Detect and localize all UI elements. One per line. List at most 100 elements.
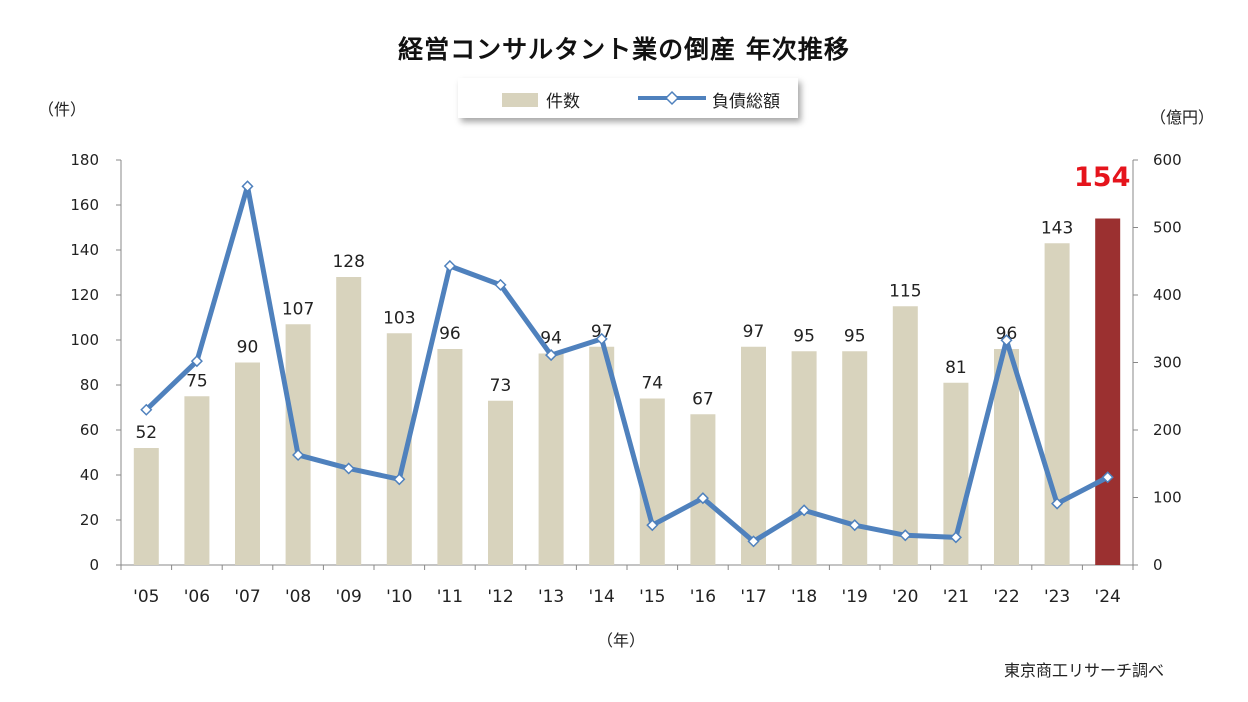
bar: [589, 346, 615, 565]
right-tick-label: 500: [1153, 219, 1182, 237]
x-tick-label: '22: [993, 587, 1019, 607]
debt-point: [747, 535, 760, 548]
x-tick-label: '20: [892, 587, 918, 607]
bar-data-label: 73: [490, 376, 512, 396]
debt-point: [494, 278, 507, 291]
right-tick-label: 600: [1153, 151, 1182, 169]
bar: [842, 351, 868, 565]
bar-data-label: 128: [332, 252, 364, 272]
debt-point: [545, 349, 558, 362]
bar-data-label: 90: [237, 338, 259, 358]
bar-data-label: 95: [844, 326, 866, 346]
bar-data-label: 103: [383, 308, 415, 328]
left-tick-label: 0: [89, 556, 99, 574]
bar-data-label: 107: [282, 299, 314, 319]
x-tick-label: '24: [1095, 587, 1121, 607]
debt-line: [144, 183, 1109, 544]
bar-data-label: 96: [996, 324, 1018, 344]
debt-point: [696, 492, 709, 505]
source-note: 東京商工リサーチ調べ: [1004, 661, 1165, 680]
left-tick-label: 100: [70, 331, 99, 349]
bar: [184, 396, 210, 565]
x-tick-label: '08: [285, 587, 311, 607]
debt-point: [190, 355, 203, 368]
debt-point: [292, 448, 305, 462]
legend-label-count: 件数: [546, 92, 580, 112]
left-tick-label: 140: [70, 241, 99, 259]
debt-point: [443, 259, 456, 273]
debt-point: [1051, 497, 1064, 510]
left-tick-label: 40: [80, 466, 99, 484]
left-tick-label: 180: [70, 151, 99, 169]
x-tick-label: '11: [437, 587, 463, 607]
right-axis-unit: （億円）: [1150, 108, 1215, 127]
bar-data-label: 74: [641, 374, 663, 394]
legend: 件数 負債総額: [458, 78, 798, 118]
left-tick-label: 80: [80, 376, 99, 394]
bar: [133, 448, 159, 565]
x-tick-label: '16: [690, 587, 716, 607]
x-tick-label: '06: [184, 587, 210, 607]
debt-point: [949, 531, 962, 544]
legend-label-debt: 負債総額: [712, 92, 780, 112]
x-tick-label: '05: [133, 587, 159, 607]
bar: [488, 400, 513, 565]
x-tick-label: '09: [336, 587, 362, 607]
x-tick-label: '14: [589, 587, 615, 607]
x-tick-label: '23: [1044, 587, 1070, 607]
x-tick-label: '17: [740, 587, 766, 607]
debt-point: [1101, 471, 1114, 484]
debt-point: [595, 332, 608, 345]
bar-data-label: 97: [591, 322, 613, 342]
x-tick-label: '15: [639, 587, 665, 607]
bar-data-label: 81: [945, 358, 967, 378]
bar: [690, 414, 716, 565]
bar-data-label: 75: [186, 371, 208, 391]
x-tick-label: '13: [538, 587, 564, 607]
left-tick-label: 120: [70, 286, 99, 304]
bar: [538, 353, 564, 565]
bar: [235, 362, 260, 565]
bar: [336, 277, 362, 565]
bar: [437, 349, 463, 565]
x-tick-label: '07: [234, 587, 260, 607]
x-tick-label: '19: [842, 587, 868, 607]
x-tick-label: '21: [943, 587, 969, 607]
x-tick-label: '10: [386, 587, 412, 607]
debt-point: [798, 504, 811, 517]
bar: [1095, 218, 1121, 565]
right-tick-label: 300: [1153, 354, 1182, 372]
right-tick-label: 0: [1153, 556, 1163, 574]
debt-point: [646, 519, 659, 532]
debt-point: [899, 529, 912, 542]
bar: [639, 398, 665, 565]
left-axis-unit: （件）: [38, 100, 87, 119]
left-tick-label: 60: [80, 421, 99, 439]
debt-point: [342, 462, 355, 475]
bar-data-label: 115: [889, 281, 921, 301]
x-tick-label: '18: [791, 587, 817, 607]
left-tick-label: 20: [80, 511, 99, 529]
bar-data-label: 52: [135, 423, 157, 443]
legend-bar-swatch: [502, 93, 538, 107]
bar: [1044, 243, 1070, 565]
bar-data-label: 97: [743, 322, 765, 342]
debt-point: [140, 403, 153, 416]
x-axis-unit: （年）: [597, 631, 646, 650]
legend-line-swatch: [638, 90, 706, 106]
left-tick-label: 160: [70, 196, 99, 214]
highlight-value-label: 154: [1074, 162, 1131, 193]
right-tick-label: 200: [1153, 421, 1182, 439]
bar: [791, 351, 817, 565]
debt-point: [241, 180, 254, 193]
bar: [741, 346, 766, 565]
debt-point: [848, 519, 861, 532]
bar: [994, 349, 1019, 565]
bar-data-label: 143: [1041, 218, 1073, 238]
right-tick-label: 100: [1153, 489, 1182, 507]
bar: [892, 306, 918, 565]
debt-point: [393, 473, 406, 486]
debt-point: [1000, 334, 1013, 347]
x-tick-label: '12: [487, 587, 513, 607]
